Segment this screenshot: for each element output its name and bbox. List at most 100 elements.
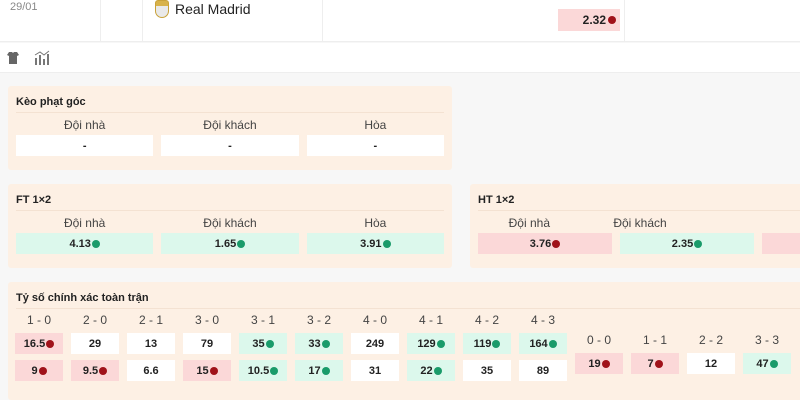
arrow-down-icon [608,16,616,24]
odd-cell[interactable]: 2.35 [620,233,754,254]
arrow-down-icon [209,366,218,375]
panel-title: FT 1×2 [16,192,444,211]
score-label: 4 - 1 [418,313,443,327]
column-header: Đội khách [613,216,667,230]
arrow-down-icon [38,366,47,375]
arrow-down-icon [654,359,663,368]
arrow-down-icon [552,239,561,248]
odd-value: 22 [420,364,433,377]
arrow-up-icon [382,239,391,248]
odd-value: 2.35 [671,237,694,250]
odd-value: 164 [529,337,548,350]
odd-cell[interactable]: 35 [463,360,511,381]
arrow-up-icon [321,339,330,348]
odd-cell[interactable]: 6.6 [127,360,175,381]
odd-cell[interactable]: 3.76 [478,233,612,254]
odd-cell[interactable]: 129 [407,333,455,354]
arrow-up-icon [548,339,557,348]
score-label: 2 - 1 [138,313,163,327]
odd-cell[interactable]: 17 [295,360,343,381]
odd-value: 35 [480,364,494,377]
odd-value: 79 [200,337,214,350]
odd-cell[interactable]: 22 [407,360,455,381]
odd-cell[interactable]: 33 [295,333,343,354]
ht-panel: HT 1×2 Đội nhà Đội khách 3.76 2.35 [470,184,800,268]
odd-value: 13 [144,337,158,350]
team-name: Real Madrid [175,1,251,17]
score-column: 2 - 1 13 6.6 [127,313,175,381]
odd-cell[interactable]: 10.5 [239,360,287,381]
match-date: 29/01 [10,1,38,13]
odd-value: 7 [647,357,654,370]
odd-cell[interactable]: 2.32 [558,9,620,31]
odd-cell[interactable]: 19 [575,353,623,374]
odd-value: 3.91 [360,237,382,250]
odd-value: 9.5 [82,364,99,377]
odd-cell[interactable]: 29 [71,333,119,354]
column-header: Đội nhà [63,216,106,230]
column-header: Hòa [364,118,387,132]
draw-score-column: 0 - 0 19 [575,333,623,381]
score-label: 3 - 2 [306,313,331,327]
arrow-up-icon [270,366,279,375]
exact-score-panel: Tỷ số chính xác toàn trận 1 - 0 16.5 9 2 - … [8,282,800,400]
odd-value: - [373,139,378,152]
odd-cell[interactable]: 12 [687,353,735,374]
odd-value: 19 [588,357,601,370]
draw-score-column: 1 - 1 7 [631,333,679,381]
odd-value: 129 [417,337,436,350]
score-label: 2 - 2 [698,333,723,347]
odd-cell[interactable]: 9.5 [71,360,119,381]
score-label: 4 - 0 [362,313,387,327]
score-column: 3 - 2 33 17 [295,313,343,381]
odd-cell[interactable]: 1.65 [161,233,299,254]
score-column: 3 - 0 79 15 [183,313,231,381]
jersey-icon[interactable] [6,51,20,65]
odd-cell[interactable]: 35 [239,333,287,354]
score-label: 2 - 0 [82,313,107,327]
odd-cell[interactable]: 3.91 [306,233,444,254]
odd-cell[interactable]: 16.5 [15,333,63,354]
panel-title: HT 1×2 [478,192,800,211]
odd-cell[interactable]: - [161,135,299,156]
arrow-down-icon [601,359,610,368]
match-row: 29/01 Real Madrid 2.32 [0,0,800,42]
arrow-up-icon [433,366,442,375]
odd-cell[interactable]: - [16,135,154,156]
odd-cell[interactable]: 119 [463,333,511,354]
score-label: 4 - 3 [530,313,555,327]
column-header: Đội khách [203,118,257,132]
arrow-up-icon [492,339,501,348]
odd-cell[interactable]: 15 [183,360,231,381]
score-column: 4 - 1 129 22 [407,313,455,381]
odd-value: 3.76 [529,237,552,250]
score-label: 4 - 2 [474,313,499,327]
arrow-up-icon [237,239,246,248]
column-header: Đội nhà [63,118,106,132]
team-away[interactable]: Real Madrid [155,0,250,18]
odd-cell[interactable]: 79 [183,333,231,354]
odd-cell[interactable]: 13 [127,333,175,354]
odd-cell[interactable]: 7 [631,353,679,374]
odd-cell[interactable]: 9 [15,360,63,381]
odd-value: 17 [308,364,321,377]
arrow-down-icon [99,366,108,375]
arrow-up-icon [321,366,330,375]
odd-value: 1.65 [214,237,237,250]
odd-value: 2.32 [582,13,606,27]
panel-title: Kèo phạt góc [16,94,444,113]
odd-cell[interactable]: 4.13 [16,233,154,254]
odd-cell[interactable]: 249 [351,333,399,354]
odd-cell[interactable]: - [306,135,444,156]
corner-panel: Kèo phạt góc Đội nhà Đội khách Hòa - - - [8,86,452,170]
odd-cell[interactable]: 47 [743,353,791,374]
odd-cell[interactable]: 89 [519,360,567,381]
arrow-up-icon [91,239,100,248]
odd-cell[interactable]: 31 [351,360,399,381]
odd-cell[interactable]: 164 [519,333,567,354]
score-column: 3 - 1 35 10.5 [239,313,287,381]
odd-value: - [82,139,87,152]
odd-value: 12 [704,357,718,370]
odd-value: 33 [308,337,321,350]
stats-icon[interactable] [34,50,50,66]
